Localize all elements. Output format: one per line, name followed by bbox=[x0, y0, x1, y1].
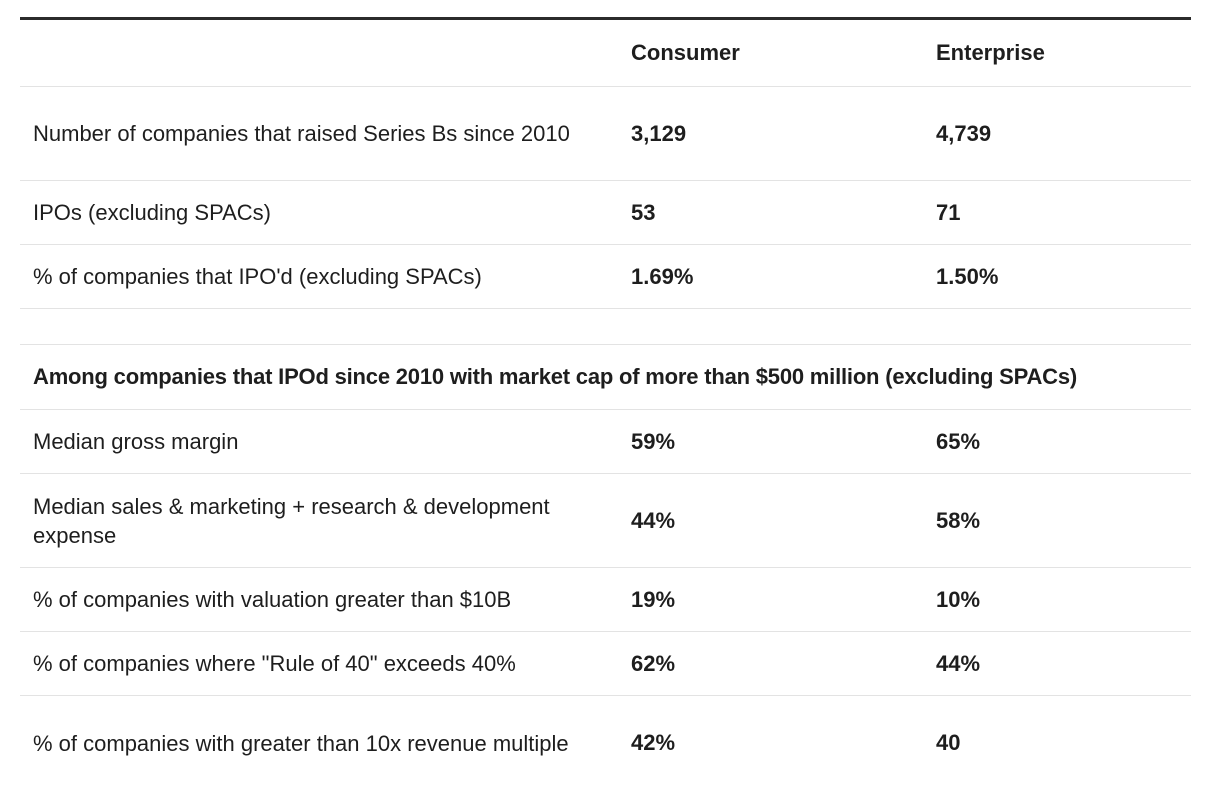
consumer-value: 59% bbox=[631, 428, 676, 454]
consumer-value: 53 bbox=[631, 199, 656, 225]
table-top-rule bbox=[20, 17, 1191, 20]
enterprise-value: 71 bbox=[936, 199, 961, 225]
row-label: % of companies that IPO'd (excluding SPA… bbox=[33, 264, 482, 289]
enterprise-value: 58% bbox=[936, 507, 981, 533]
row-label: % of companies with greater than 10x rev… bbox=[33, 730, 569, 756]
enterprise-value: 10% bbox=[936, 586, 981, 612]
row-label: % of companies with valuation greater th… bbox=[33, 587, 512, 612]
enterprise-value: 40 bbox=[936, 730, 961, 755]
consumer-value: 1.69% bbox=[631, 263, 694, 289]
table-row: % of companies where "Rule of 40" exceed… bbox=[20, 632, 1191, 696]
table-row: Median sales & marketing + research & de… bbox=[20, 474, 1191, 568]
enterprise-value: 4,739 bbox=[936, 120, 992, 146]
comparison-table: Consumer Enterprise Number of companies … bbox=[20, 17, 1191, 790]
section-title: Among companies that IPOd since 2010 wit… bbox=[33, 364, 1077, 389]
header-consumer: Consumer bbox=[631, 40, 740, 65]
row-label: IPOs (excluding SPACs) bbox=[33, 200, 272, 225]
table-header-row: Consumer Enterprise bbox=[20, 20, 1191, 87]
table-row: % of companies with greater than 10x rev… bbox=[20, 696, 1191, 790]
consumer-value: 3,129 bbox=[631, 120, 687, 146]
enterprise-value: 1.50% bbox=[936, 263, 999, 289]
header-enterprise: Enterprise bbox=[936, 40, 1045, 65]
table-row: Median gross margin 59% 65% bbox=[20, 410, 1191, 474]
row-label: Median sales & marketing + research & de… bbox=[33, 493, 550, 548]
row-label: % of companies where "Rule of 40" exceed… bbox=[33, 651, 516, 676]
row-label: Median gross margin bbox=[33, 429, 239, 454]
consumer-value: 44% bbox=[631, 507, 676, 533]
consumer-value: 19% bbox=[631, 586, 676, 612]
table-row: Number of companies that raised Series B… bbox=[20, 87, 1191, 181]
table-row: IPOs (excluding SPACs) 53 71 bbox=[20, 181, 1191, 245]
table-row: % of companies with valuation greater th… bbox=[20, 568, 1191, 632]
section-header-row: Among companies that IPOd since 2010 wit… bbox=[20, 345, 1191, 410]
enterprise-value: 44% bbox=[936, 650, 981, 676]
enterprise-value: 65% bbox=[936, 428, 981, 454]
consumer-value: 62% bbox=[631, 650, 676, 676]
section-spacer bbox=[20, 309, 1191, 345]
row-label: Number of companies that raised Series B… bbox=[33, 121, 570, 146]
table-row: % of companies that IPO'd (excluding SPA… bbox=[20, 245, 1191, 309]
consumer-value: 42% bbox=[631, 730, 676, 755]
